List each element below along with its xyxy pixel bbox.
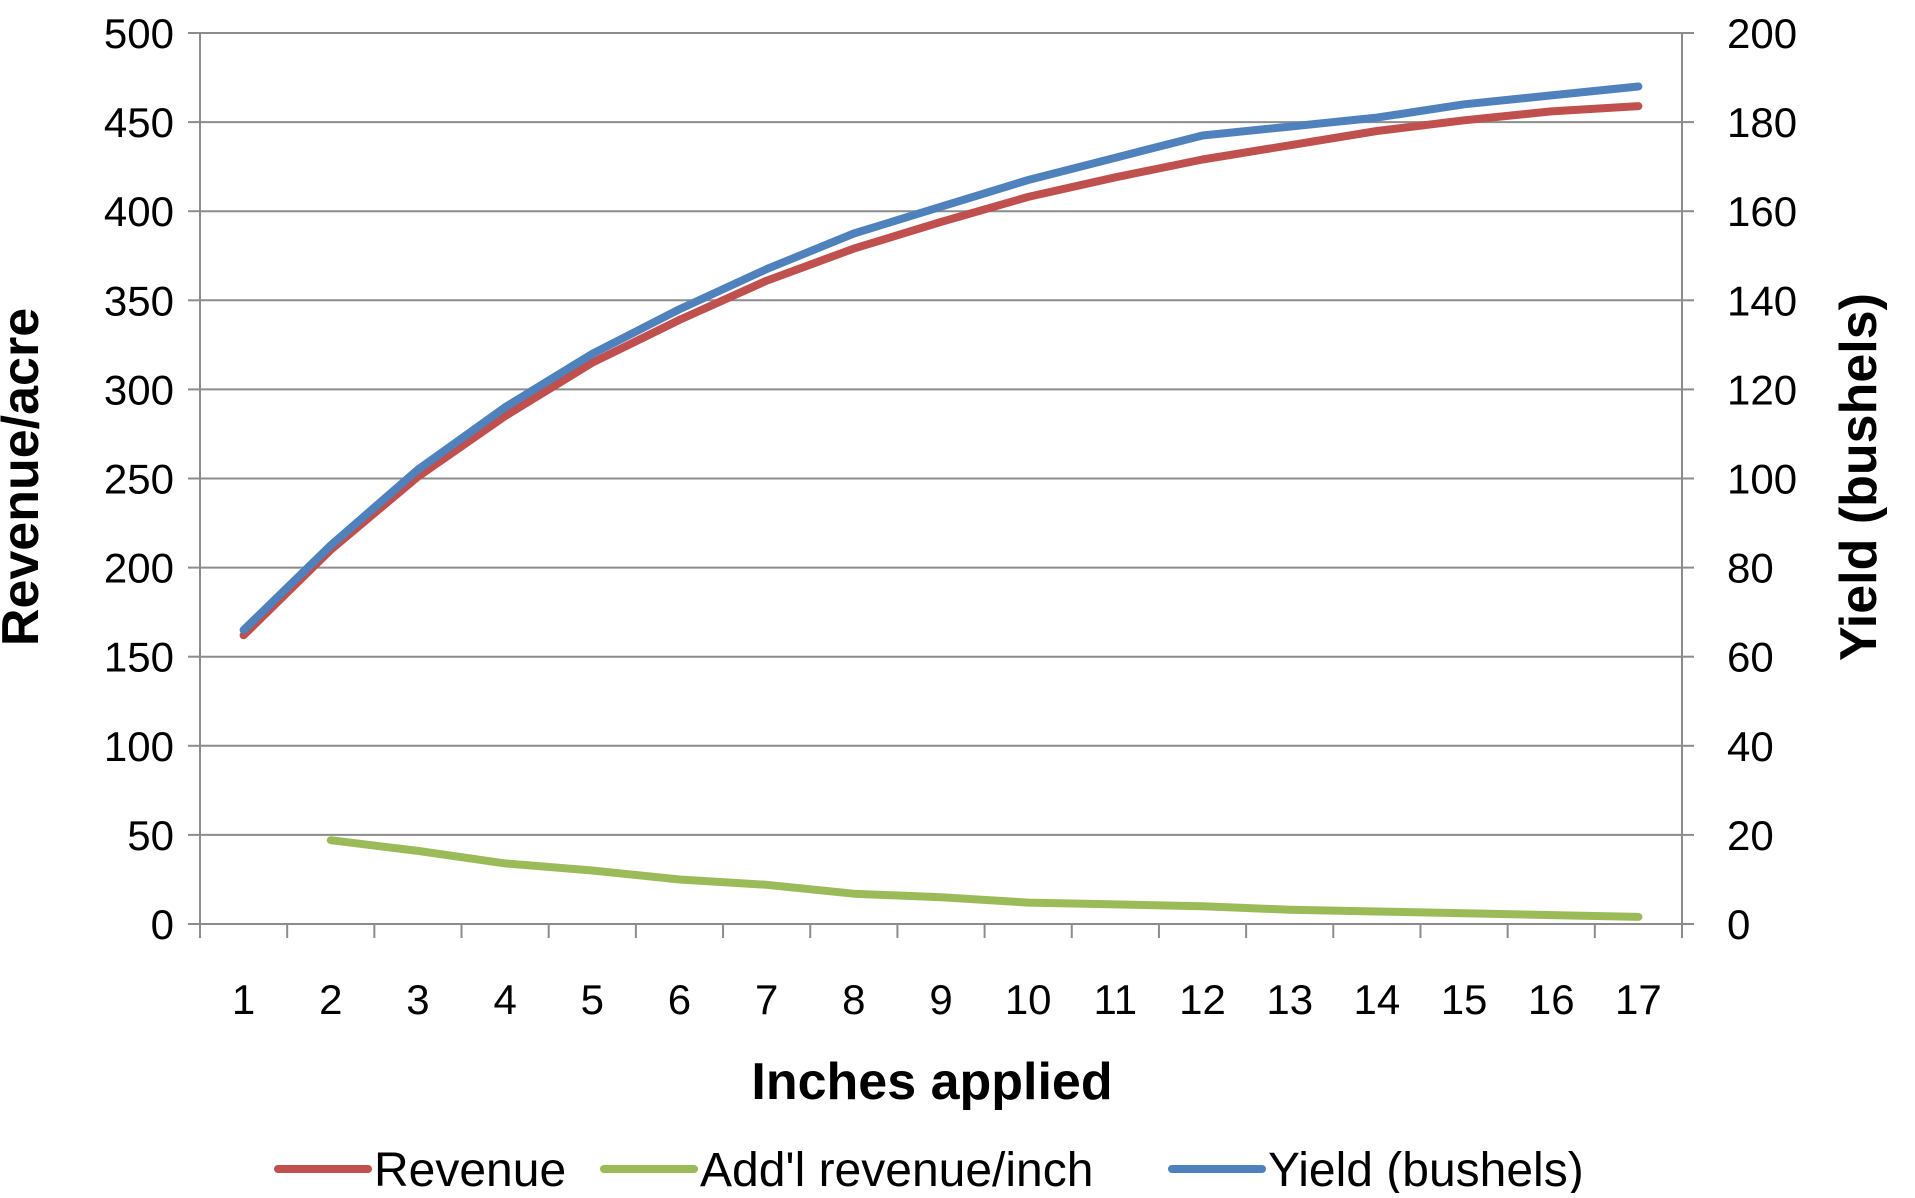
series-line-yield-bushels (239, 82, 1643, 634)
x-tick-label: 16 (1528, 976, 1575, 1023)
x-tick-label: 4 (493, 976, 516, 1023)
x-tick-label: 17 (1615, 976, 1662, 1023)
legend-label: Revenue (374, 1144, 566, 1193)
y-right-tick-label: 0 (1727, 901, 1750, 948)
x-tick-label: 7 (755, 976, 778, 1023)
y-left-tick-label: 350 (104, 277, 174, 324)
x-tick-label: 3 (406, 976, 429, 1023)
y-right-tick-label: 60 (1727, 634, 1774, 681)
y-axis-left-title: Revenue/acre (0, 308, 50, 646)
x-tick-label: 1 (232, 976, 255, 1023)
y-left-tick-label: 50 (127, 812, 174, 859)
y-left-tick-label: 500 (104, 10, 174, 57)
legend: Revenue Add'l revenue/inch Yield (bushels) (274, 1144, 1584, 1197)
axes (188, 32, 1694, 938)
x-tick-label: 2 (319, 976, 342, 1023)
y-right-tick-label: 100 (1727, 456, 1797, 503)
y-right-tick-label: 180 (1727, 99, 1797, 146)
legend-label: Add'l revenue/inch (700, 1144, 1093, 1193)
y-right-tick-label: 200 (1727, 10, 1797, 57)
series-line-add-l-revenue-inch (326, 836, 1643, 921)
x-tick-label: 8 (842, 976, 865, 1023)
series-line-revenue (239, 102, 1643, 640)
y-left-tick-label: 400 (104, 188, 174, 235)
x-tick-label: 6 (668, 976, 691, 1023)
y-left-tick-label: 150 (104, 634, 174, 681)
x-tick-label: 15 (1441, 976, 1488, 1023)
y-right-tick-label: 120 (1727, 366, 1797, 413)
y-axis-right-title: Yield (bushels) (1830, 293, 1888, 661)
y-right-tick-label: 80 (1727, 545, 1774, 592)
y-left-tick-label: 200 (104, 545, 174, 592)
gridlines (200, 32, 1682, 836)
x-tick-label: 13 (1266, 976, 1313, 1023)
x-tick-label: 11 (1094, 976, 1138, 1023)
legend-label: Yield (bushels) (1268, 1144, 1584, 1193)
x-axis-title: Inches applied (751, 1053, 1112, 1111)
series-lines (239, 82, 1643, 921)
y-right-tick-label: 160 (1727, 188, 1797, 235)
y-left-tick-label: 100 (104, 723, 174, 770)
y-left-tick-label: 0 (151, 901, 174, 948)
x-tick-label: 9 (929, 976, 952, 1023)
tick-labels: 0 0 50 20 100 40 150 60 200 80 250 100 300 120 350 140 4… (104, 10, 1797, 1023)
y-right-tick-label: 40 (1727, 723, 1774, 770)
y-left-tick-label: 250 (104, 456, 174, 503)
y-right-tick-label: 140 (1727, 277, 1797, 324)
y-left-tick-label: 300 (104, 366, 174, 413)
x-tick-label: 10 (1005, 976, 1052, 1023)
x-tick-label: 14 (1354, 976, 1401, 1023)
x-tick-label: 5 (581, 976, 604, 1023)
x-tick-label: 12 (1179, 976, 1226, 1023)
y-right-tick-label: 20 (1727, 812, 1774, 859)
y-left-tick-label: 450 (104, 99, 174, 146)
